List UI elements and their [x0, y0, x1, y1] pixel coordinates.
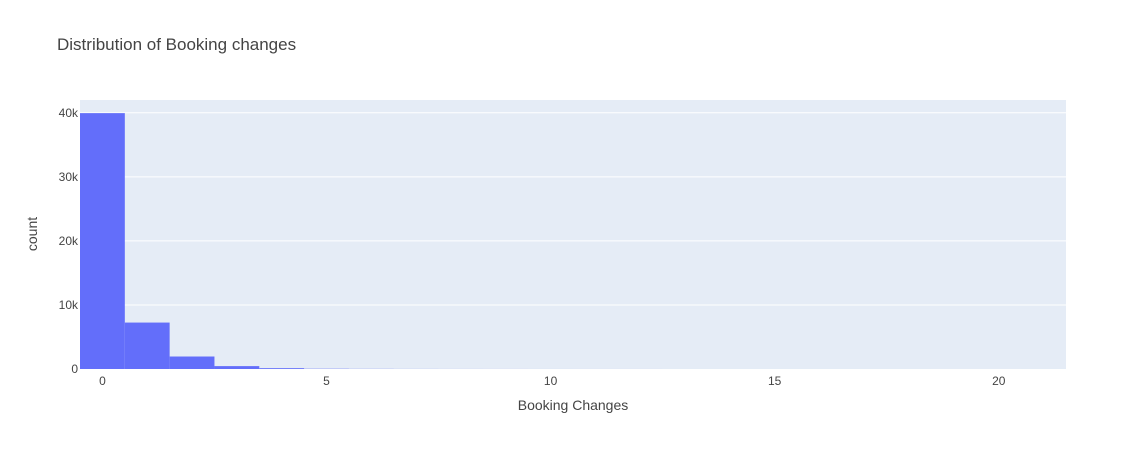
histogram-bar[interactable] — [80, 113, 125, 369]
x-axis-title: Booking Changes — [518, 397, 629, 413]
y-tick-label: 40k — [59, 106, 79, 120]
y-axis-title: count — [24, 217, 40, 251]
x-tick-label: 5 — [323, 374, 330, 388]
bars — [80, 113, 1066, 369]
y-axis-ticks: 0 10k 20k 30k 40k — [59, 106, 79, 376]
grid-lines — [80, 112, 1066, 306]
y-tick-label: 0 — [71, 362, 78, 376]
y-tick-label: 20k — [59, 234, 79, 248]
y-tick-label: 30k — [59, 170, 79, 184]
x-tick-label: 20 — [992, 374, 1006, 388]
x-tick-label: 10 — [544, 374, 558, 388]
histogram-bar[interactable] — [169, 356, 215, 369]
y-tick-label: 10k — [59, 298, 79, 312]
histogram-bar[interactable] — [214, 366, 260, 369]
plot-area — [80, 100, 1066, 369]
chart-title: Distribution of Booking changes — [57, 35, 296, 54]
x-axis-ticks: 0 5 10 15 20 — [99, 374, 1006, 388]
x-tick-label: 15 — [768, 374, 782, 388]
histogram-bar[interactable] — [124, 322, 170, 369]
x-tick-label: 0 — [99, 374, 106, 388]
histogram-bar[interactable] — [259, 368, 305, 369]
